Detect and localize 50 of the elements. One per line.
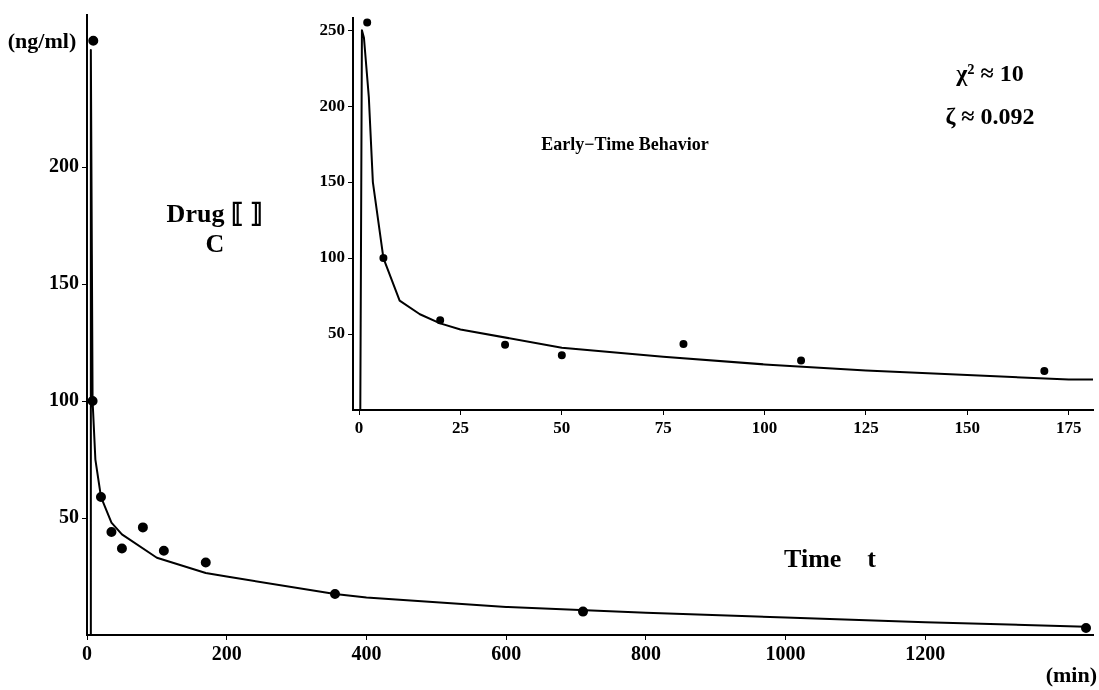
- point: [436, 316, 445, 325]
- x-tick-label: 1200: [905, 642, 946, 665]
- x-tick-label: 800: [630, 642, 661, 665]
- x-tick-label: 0: [82, 642, 92, 665]
- x-tick-label: 200: [211, 642, 242, 665]
- annotation: ζ ≈ 0.092: [945, 103, 1035, 130]
- y-axis-title: Drug ⟦ ⟧ C: [166, 198, 264, 258]
- x-tick-label: 125: [853, 417, 879, 437]
- point: [330, 589, 341, 600]
- y-tick-label: 50: [328, 323, 345, 343]
- y-tick-label: 100: [49, 388, 79, 411]
- y-tick-label: 100: [319, 247, 345, 267]
- point: [1040, 367, 1049, 376]
- x-tick-label: 1000: [765, 642, 806, 665]
- x-tick-label: 25: [451, 417, 469, 437]
- point: [116, 543, 127, 554]
- point: [200, 557, 211, 568]
- point: [88, 35, 99, 46]
- point: [95, 491, 106, 502]
- y-tick-label: 200: [49, 154, 79, 177]
- y-tick-label: 150: [319, 171, 345, 191]
- x-tick-label: 0: [354, 417, 364, 437]
- point: [679, 339, 688, 348]
- x-tick-label: 50: [553, 417, 571, 437]
- point: [363, 18, 372, 27]
- x-axis-title: Time t: [784, 543, 877, 573]
- x-tick-label: 400: [351, 642, 382, 665]
- x-tick-label: 100: [751, 417, 778, 437]
- text: Early−Time Behavior: [541, 133, 709, 154]
- point: [379, 254, 388, 263]
- x-tick-label: 75: [654, 417, 672, 437]
- point: [137, 522, 148, 533]
- point: [1081, 622, 1092, 633]
- point: [501, 340, 510, 349]
- y-tick-label: 250: [319, 19, 345, 39]
- point: [106, 527, 117, 538]
- text: (min): [1045, 661, 1097, 687]
- point: [797, 356, 806, 365]
- point: [557, 351, 566, 360]
- x-tick-label: 150: [954, 417, 981, 437]
- y-tick-label: 150: [49, 271, 79, 294]
- text: (ng/ml): [7, 27, 77, 53]
- x-tick-label: 600: [491, 642, 522, 665]
- y-tick-label: 200: [319, 95, 345, 115]
- y-tick-label: 50: [59, 505, 79, 528]
- x-tick-label: 175: [1055, 417, 1082, 437]
- point: [158, 545, 169, 556]
- point: [578, 606, 589, 617]
- annotation: χ² ≈ 10: [955, 60, 1024, 87]
- point: [87, 396, 98, 407]
